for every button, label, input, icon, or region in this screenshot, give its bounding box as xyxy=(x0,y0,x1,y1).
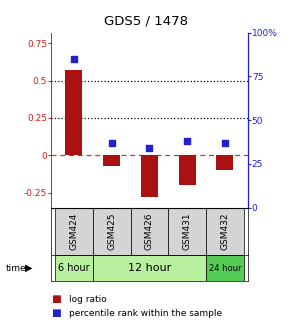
Bar xyxy=(93,255,206,281)
Text: ■: ■ xyxy=(51,308,61,318)
Text: ▶: ▶ xyxy=(25,263,33,273)
Text: GSM424: GSM424 xyxy=(69,213,79,250)
Text: GDS5 / 1478: GDS5 / 1478 xyxy=(105,15,188,28)
Bar xyxy=(55,208,93,255)
Point xyxy=(223,140,227,146)
Bar xyxy=(65,70,82,155)
Bar xyxy=(179,155,196,185)
Bar xyxy=(206,208,244,255)
Text: 12 hour: 12 hour xyxy=(128,263,171,273)
Bar xyxy=(141,155,158,197)
Text: log ratio: log ratio xyxy=(69,295,107,304)
Text: GSM426: GSM426 xyxy=(145,213,154,250)
Bar xyxy=(206,255,244,281)
Point xyxy=(147,146,152,151)
Bar xyxy=(131,208,168,255)
Text: GSM425: GSM425 xyxy=(107,213,116,250)
Bar xyxy=(55,255,93,281)
Text: percentile rank within the sample: percentile rank within the sample xyxy=(69,309,222,318)
Text: 24 hour: 24 hour xyxy=(209,264,241,273)
Text: ■: ■ xyxy=(51,294,61,304)
Bar xyxy=(93,208,131,255)
Bar xyxy=(103,155,120,166)
Text: GSM431: GSM431 xyxy=(183,213,192,250)
Point xyxy=(109,140,114,146)
Text: time: time xyxy=(6,264,26,273)
Text: 6 hour: 6 hour xyxy=(58,263,90,273)
Text: GSM432: GSM432 xyxy=(220,213,229,250)
Point xyxy=(71,56,76,61)
Point xyxy=(185,139,190,144)
Bar xyxy=(168,208,206,255)
Bar xyxy=(217,155,234,170)
